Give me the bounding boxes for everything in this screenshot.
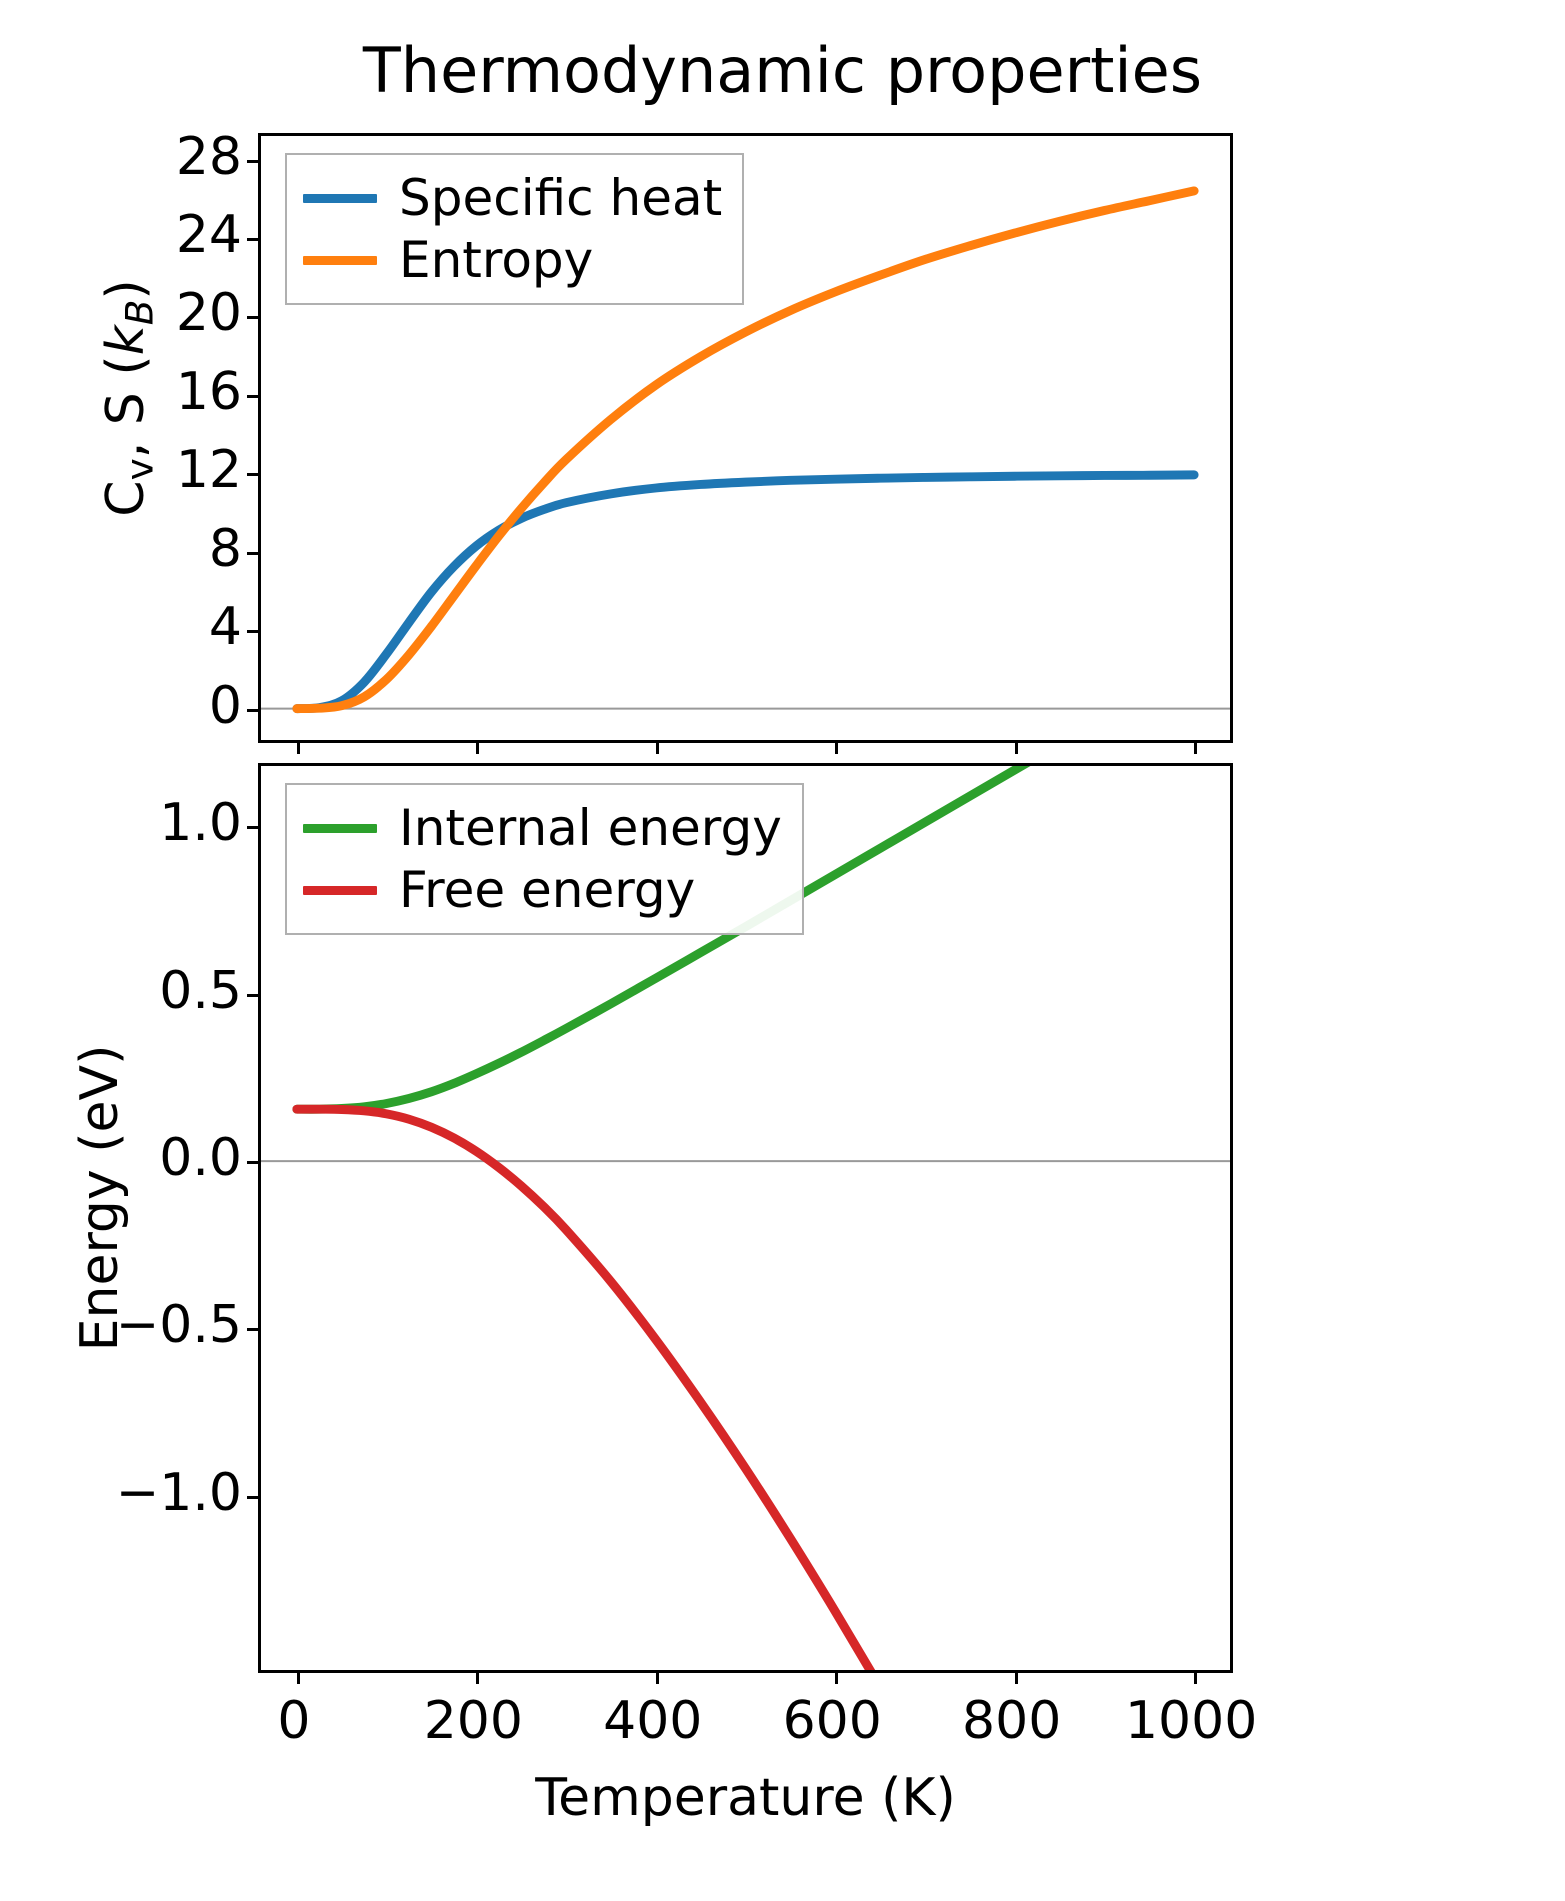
top-panel-y-tick-label: 4 xyxy=(208,597,242,658)
bottom-panel-y-tick-mark xyxy=(247,826,261,830)
x-axis-title: Temperature (K) xyxy=(535,1768,956,1828)
top-panel-plot-area xyxy=(261,186,1230,714)
legend-label-free-energy: Free energy xyxy=(399,861,696,919)
y-title-c-subscript: v xyxy=(117,458,162,481)
top-panel-y-tick-label: 8 xyxy=(208,518,242,579)
x-tick-label: 200 xyxy=(423,1691,523,1751)
top-panel-y-tick-labels: 28 24 20 16 12 8 4 0 xyxy=(38,126,242,743)
top-panel-y-tick-mark xyxy=(247,630,261,634)
top-panel-y-tick-label: 0 xyxy=(208,675,242,736)
top-panel-y-tick-label: 20 xyxy=(175,283,242,344)
legend-label-internal-energy: Internal energy xyxy=(399,799,782,857)
top-panel-x-tick-mark xyxy=(655,740,659,754)
legend-swatch-specific-heat xyxy=(303,193,377,203)
x-tick-label: 400 xyxy=(603,1691,703,1751)
legend-swatch-internal-energy xyxy=(303,823,377,833)
top-panel-legend: Specific heat Entropy xyxy=(285,153,745,305)
x-tick-label: 800 xyxy=(962,1691,1062,1751)
bottom-panel-x-tick-mark xyxy=(1014,1670,1018,1684)
bottom-panel-y-tick-mark xyxy=(247,993,261,997)
legend-label-entropy: Entropy xyxy=(399,231,594,289)
top-panel-x-tick-mark xyxy=(476,740,480,754)
top-panel-y-tick-mark xyxy=(247,237,261,241)
top-panel-y-tick-mark xyxy=(247,551,261,555)
top-panel-x-tick-mark xyxy=(1194,740,1198,754)
bottom-panel-x-tick-mark xyxy=(655,1670,659,1684)
bottom-panel-y-tick-label: 0.5 xyxy=(159,960,242,1021)
top-panel-y-axis-title: Cv, S (kB) xyxy=(96,93,161,703)
legend-swatch-entropy xyxy=(303,255,377,265)
top-panel-y-tick-mark xyxy=(247,394,261,398)
bottom-panel-x-tick-mark xyxy=(476,1670,480,1684)
y-title-mid: , S ( xyxy=(96,355,156,459)
top-panel-y-tick-label: 12 xyxy=(175,440,242,501)
bottom-panel-y-tick-mark xyxy=(247,1495,261,1499)
y-title-end: ) xyxy=(96,279,156,300)
bottom-panel-y-tick-label: 1.0 xyxy=(159,793,242,854)
top-panel-y-tick-mark xyxy=(247,159,261,163)
legend-item-internal-energy[interactable]: Internal energy xyxy=(303,797,782,859)
top-panel-y-tick-mark xyxy=(247,316,261,320)
top-panel-axes: Specific heat Entropy xyxy=(247,133,1233,754)
legend-item-entropy[interactable]: Entropy xyxy=(303,229,722,291)
bottom-panel-y-tick-mark xyxy=(247,1161,261,1165)
top-panel-y-tick-mark xyxy=(247,473,261,477)
top-panel-y-tick-mark xyxy=(247,708,261,712)
top-panel-x-tick-mark xyxy=(1014,740,1018,754)
top-panel-x-tick-mark xyxy=(296,740,300,754)
legend-item-free-energy[interactable]: Free energy xyxy=(303,859,782,921)
bottom-panel-y-tick-label: 0.0 xyxy=(159,1128,242,1189)
bottom-panel-plot-area xyxy=(261,766,1230,1670)
bottom-panel-legend: Internal energy Free energy xyxy=(285,783,804,935)
x-tick-label: 0 xyxy=(277,1691,311,1751)
bottom-panel-y-tick-label: −1.0 xyxy=(115,1462,242,1523)
bottom-panel-y-tick-label: −0.5 xyxy=(115,1295,242,1356)
y-title-kb-k: k xyxy=(96,325,156,356)
x-tick-label: 600 xyxy=(782,1691,882,1751)
top-panel-y-tick-label: 16 xyxy=(175,361,242,422)
legend-item-specific-heat[interactable]: Specific heat xyxy=(303,167,722,229)
y-title-c: C xyxy=(96,480,156,517)
top-panel-y-tick-label: 24 xyxy=(175,204,242,265)
bottom-panel-y-axis-title: Energy (eV) xyxy=(70,1044,130,1352)
y-title-kb-subscript: B xyxy=(117,299,162,326)
bottom-panel-y-tick-mark xyxy=(247,1328,261,1332)
x-axis-tick-labels: 0 200 400 600 800 1000 xyxy=(258,1673,1257,1753)
legend-label-specific-heat: Specific heat xyxy=(399,169,723,227)
bottom-panel-x-tick-mark xyxy=(835,1670,839,1684)
bottom-panel-x-tick-mark xyxy=(296,1670,300,1684)
bottom-panel-y-tick-labels: 1.0 0.5 0.0 −0.5 −1.0 xyxy=(38,763,242,1673)
figure-title: Thermodynamic properties xyxy=(362,34,1203,107)
bottom-panel-x-tick-mark xyxy=(1194,1670,1198,1684)
x-tick-label: 1000 xyxy=(1124,1691,1258,1751)
top-panel-y-tick-label: 28 xyxy=(175,126,242,187)
bottom-panel-axes: Internal energy Free energy xyxy=(247,763,1233,1684)
top-panel-x-tick-mark xyxy=(835,740,839,754)
legend-swatch-free-energy xyxy=(303,885,377,895)
